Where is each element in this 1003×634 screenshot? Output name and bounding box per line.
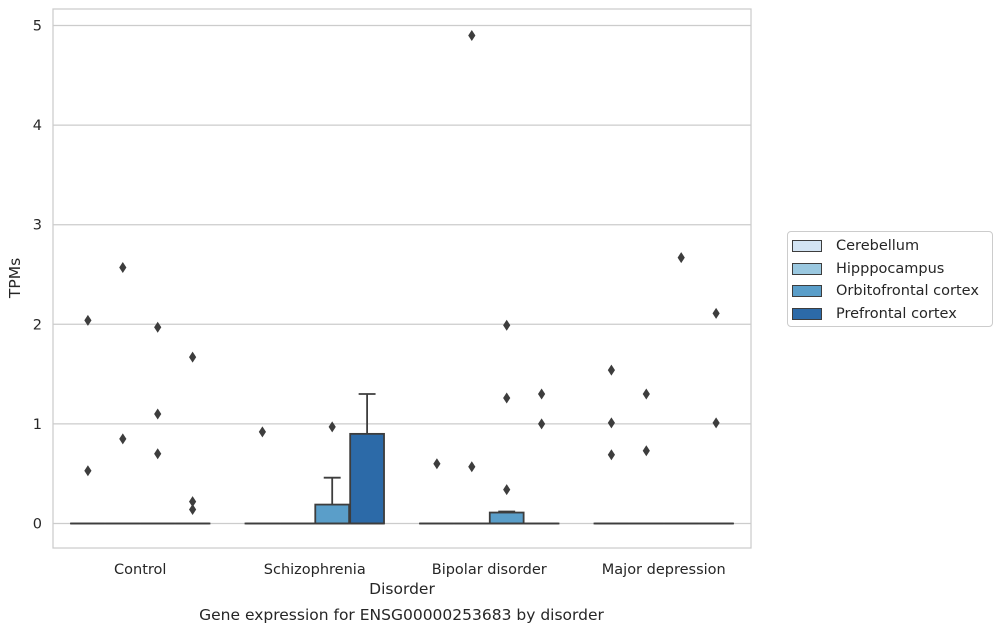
outlier-point: [189, 496, 197, 508]
outlier-point: [538, 388, 546, 400]
outlier-point: [642, 388, 650, 400]
legend-swatch: [792, 262, 822, 275]
legend-item: Hipppocampus: [792, 258, 992, 281]
outlier-point: [154, 448, 162, 460]
x-tick-label: Major depression: [602, 562, 726, 578]
outlier-point: [258, 426, 266, 438]
outlier-point: [84, 465, 92, 477]
outlier-point: [154, 321, 162, 333]
y-tick-label: 2: [33, 317, 42, 333]
legend-item: Orbitofrontal cortex: [792, 280, 992, 303]
outlier-point: [119, 262, 127, 274]
legend-item: Prefrontal cortex: [792, 303, 992, 326]
box: [349, 432, 385, 525]
outlier-point: [84, 314, 92, 326]
y-tick-label: 4: [33, 118, 42, 134]
legend-swatch: [792, 285, 822, 298]
y-axis-title: TPMs: [6, 258, 24, 299]
legend-swatch: [792, 307, 822, 320]
x-tick-label: Schizophrenia: [264, 562, 366, 578]
outlier-point: [189, 504, 197, 516]
x-axis-title: Disorder: [369, 580, 435, 598]
outlier-point: [468, 29, 476, 41]
outlier-point: [189, 351, 197, 363]
outlier-point: [607, 417, 615, 429]
outlier-point: [468, 461, 476, 473]
legend-label: Prefrontal cortex: [836, 305, 957, 322]
figure-caption: Gene expression for ENSG00000253683 by d…: [199, 606, 604, 624]
y-tick-label: 1: [33, 417, 42, 433]
legend: Cerebellum Hipppocampus Orbitofrontal cort…: [787, 231, 993, 327]
legend-label: Orbitofrontal cortex: [836, 283, 979, 300]
y-tick-label: 5: [33, 19, 42, 35]
outlier-point: [712, 417, 720, 429]
outlier-points: [84, 29, 720, 516]
outlier-point: [154, 408, 162, 420]
x-tick-label: Control: [114, 562, 166, 578]
legend-label: Cerebellum: [836, 238, 920, 255]
legend-label: Hipppocampus: [836, 260, 945, 277]
box: [314, 503, 351, 525]
outlier-point: [538, 418, 546, 430]
outlier-point: [503, 484, 511, 496]
outlier-point: [677, 252, 685, 264]
y-tick-label: 3: [33, 218, 42, 234]
outlier-point: [712, 307, 720, 319]
y-tick-labels: 0 1 2 3 4 5: [33, 19, 42, 533]
legend-item: Cerebellum: [792, 235, 992, 258]
box-plot-marks: [70, 393, 734, 525]
y-tick-label: 0: [33, 517, 42, 533]
outlier-point: [503, 319, 511, 331]
outlier-point: [433, 458, 441, 470]
outlier-point: [503, 392, 511, 404]
x-tick-labels: Control Schizophrenia Bipolar disorder Majo…: [114, 562, 726, 578]
outlier-point: [119, 433, 127, 445]
outlier-point: [607, 449, 615, 461]
outlier-point: [607, 364, 615, 376]
outlier-point: [642, 445, 650, 457]
box: [488, 511, 525, 525]
legend-swatch: [792, 240, 822, 253]
x-tick-label: Bipolar disorder: [432, 562, 547, 578]
outlier-point: [328, 421, 336, 433]
plot-frame: [52, 8, 752, 549]
